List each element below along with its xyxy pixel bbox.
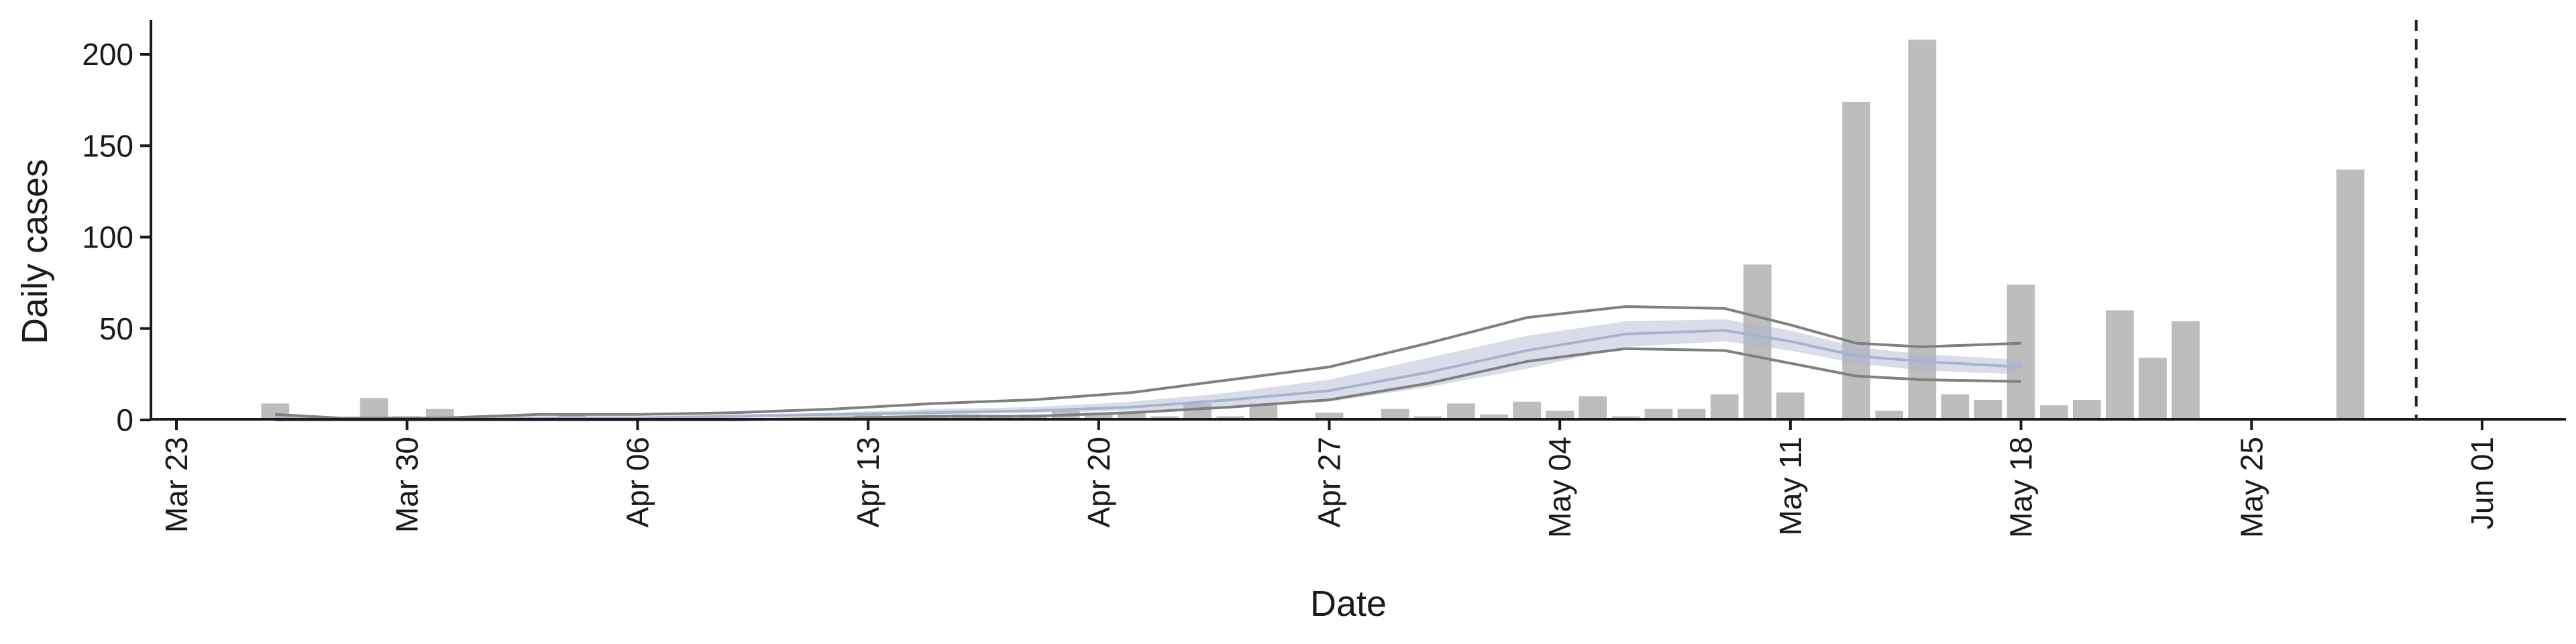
case-bar [1315, 413, 1344, 420]
x-tick-label: May 04 [1542, 437, 1577, 538]
estimate-ribbon [275, 319, 2021, 420]
x-tick-label: May 25 [2234, 437, 2269, 538]
case-bar [1776, 392, 1805, 420]
y-tick-label: 200 [82, 37, 133, 72]
case-bar [2139, 358, 2167, 420]
plot-area [261, 20, 2418, 421]
y-tick-label: 50 [99, 311, 133, 346]
x-tick-label: Apr 06 [620, 437, 655, 528]
case-bar [2006, 284, 2035, 420]
y-tick-label: 150 [82, 128, 133, 163]
case-bar [1644, 409, 1673, 420]
case-bar [2171, 321, 2200, 420]
case-bar [1118, 413, 1146, 420]
axes: 0 50 100 150 200 Mar 23 Mar 30 Apr 06 Apr 13 Apr … [82, 20, 2566, 538]
case-bar [2106, 310, 2134, 420]
case-bar [1084, 413, 1113, 420]
case-bar [1447, 403, 1475, 420]
case-bar [1842, 101, 1870, 420]
case-bar [1710, 394, 1739, 420]
x-tick-label: Apr 27 [1312, 437, 1347, 528]
case-bar [2072, 400, 2101, 420]
x-tick-label: May 11 [1773, 437, 1808, 535]
x-axis-title: Date [1310, 584, 1387, 624]
case-bar [1875, 411, 1904, 420]
y-axis-title: Daily cases [15, 159, 55, 344]
estimate-line [275, 305, 2021, 420]
case-bar [1974, 400, 2002, 420]
y-tick-label: 100 [82, 220, 133, 255]
case-bar [2336, 169, 2365, 421]
case-bar [2039, 405, 2068, 420]
x-tick-label: Mar 23 [159, 437, 194, 533]
x-tick-label: May 18 [2004, 437, 2039, 538]
case-bar [1578, 396, 1607, 420]
x-tick-label: Apr 20 [1081, 437, 1116, 528]
x-tick-label: Jun 01 [2465, 437, 2500, 529]
case-bar [1677, 409, 1706, 420]
y-tick-label: 0 [116, 402, 133, 437]
case-bar [360, 398, 388, 420]
case-bar [1546, 411, 1574, 420]
case-bar [1183, 403, 1212, 420]
case-bar [1513, 401, 1541, 420]
x-tick-label: Mar 30 [390, 437, 425, 533]
case-bar [1941, 394, 1970, 420]
case-bar [1908, 40, 1937, 420]
case-bar [1743, 264, 1772, 420]
case-bar [1381, 409, 1409, 420]
x-tick-label: Apr 13 [851, 437, 885, 528]
case-bar [1480, 414, 1508, 420]
